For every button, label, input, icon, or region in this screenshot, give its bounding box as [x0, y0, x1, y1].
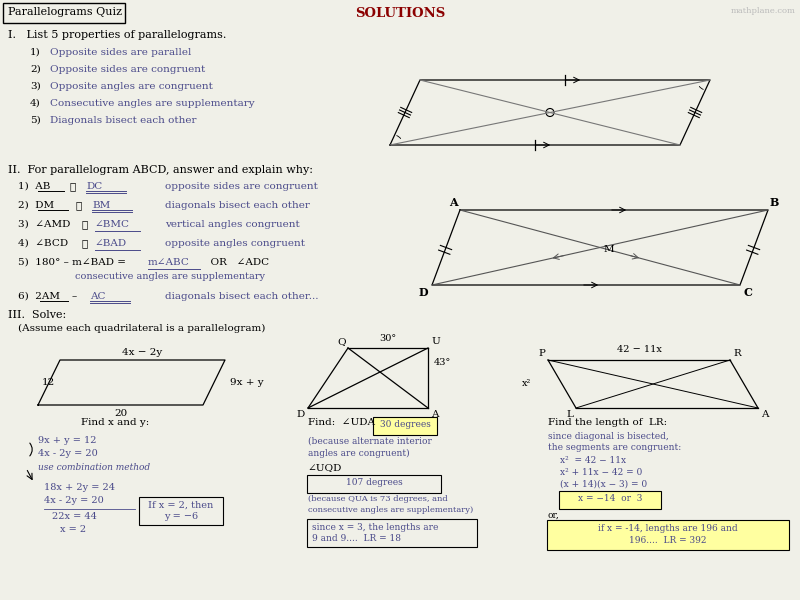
- Text: the segments are congruent:: the segments are congruent:: [548, 443, 682, 452]
- Text: (because QUA is 73 degrees, and: (because QUA is 73 degrees, and: [308, 495, 448, 503]
- Text: use combination method: use combination method: [38, 463, 150, 472]
- Text: D: D: [297, 410, 305, 419]
- Text: 4x - 2y = 20: 4x - 2y = 20: [38, 449, 98, 458]
- Text: consecutive angles are supplementary): consecutive angles are supplementary): [308, 506, 474, 514]
- Text: (Assume each quadrilateral is a parallelogram): (Assume each quadrilateral is a parallel…: [18, 324, 266, 333]
- Text: ∠UQD: ∠UQD: [308, 463, 342, 472]
- Text: x = 2: x = 2: [60, 525, 86, 534]
- Text: 196....  LR = 392: 196.... LR = 392: [630, 536, 706, 545]
- Text: angles are congruent): angles are congruent): [308, 449, 410, 458]
- Text: P: P: [538, 349, 545, 358]
- Text: m∠ABC: m∠ABC: [148, 258, 190, 267]
- Text: Diagonals bisect each other: Diagonals bisect each other: [50, 116, 197, 125]
- Text: 107 degrees: 107 degrees: [346, 478, 402, 487]
- Text: III.  Solve:: III. Solve:: [8, 310, 66, 320]
- Text: y = −6: y = −6: [164, 512, 198, 521]
- Text: SOLUTIONS: SOLUTIONS: [355, 7, 445, 20]
- Text: x² + 11x − 42 = 0: x² + 11x − 42 = 0: [560, 468, 642, 477]
- Text: 6)  2AM: 6) 2AM: [18, 292, 60, 301]
- Text: if x = -14, lengths are 196 and: if x = -14, lengths are 196 and: [598, 524, 738, 533]
- Text: 4x − 2y: 4x − 2y: [122, 348, 162, 357]
- Text: A: A: [761, 410, 769, 419]
- Text: 3): 3): [30, 82, 41, 91]
- Text: C: C: [744, 287, 753, 298]
- Text: 3)  ∠AMD: 3) ∠AMD: [18, 220, 70, 229]
- Text: or,: or,: [548, 511, 560, 520]
- Text: 22x = 44: 22x = 44: [52, 512, 97, 521]
- Text: B: B: [770, 197, 779, 208]
- Text: ≅: ≅: [70, 182, 76, 191]
- Text: AC: AC: [90, 292, 106, 301]
- Text: A: A: [450, 197, 458, 208]
- Text: 5)  180° – m∠BAD =: 5) 180° – m∠BAD =: [18, 258, 126, 267]
- FancyBboxPatch shape: [3, 3, 125, 23]
- Text: If x = 2, then: If x = 2, then: [148, 501, 214, 510]
- Text: since diagonal is bisected,: since diagonal is bisected,: [548, 432, 669, 441]
- Text: (x + 14)(x − 3) = 0: (x + 14)(x − 3) = 0: [560, 480, 647, 489]
- Text: BM: BM: [92, 201, 110, 210]
- Text: diagonals bisect each other...: diagonals bisect each other...: [165, 292, 318, 301]
- Text: R: R: [733, 349, 741, 358]
- Text: I.   List 5 properties of parallelograms.: I. List 5 properties of parallelograms.: [8, 30, 226, 40]
- Text: ≅: ≅: [82, 239, 88, 248]
- Text: x²  = 42 − 11x: x² = 42 − 11x: [560, 456, 626, 465]
- Text: since x = 3, the lengths are: since x = 3, the lengths are: [312, 523, 438, 532]
- Text: 4): 4): [30, 99, 41, 108]
- Text: 42 − 11x: 42 − 11x: [617, 345, 662, 354]
- Text: 30°: 30°: [379, 334, 397, 343]
- FancyBboxPatch shape: [307, 475, 441, 493]
- Text: Find:  ∠UDA: Find: ∠UDA: [308, 418, 375, 427]
- Text: A: A: [431, 410, 438, 419]
- Text: Q: Q: [338, 337, 346, 346]
- Text: ∠BMC: ∠BMC: [95, 220, 130, 229]
- Text: U: U: [431, 337, 440, 346]
- Text: Consecutive angles are supplementary: Consecutive angles are supplementary: [50, 99, 254, 108]
- Text: Find x and y:: Find x and y:: [81, 418, 149, 427]
- Text: II.  For parallelogram ABCD, answer and explain why:: II. For parallelogram ABCD, answer and e…: [8, 165, 313, 175]
- Text: ≅: ≅: [76, 201, 82, 210]
- Text: Find the length of  LR:: Find the length of LR:: [548, 418, 667, 427]
- Text: vertical angles congruent: vertical angles congruent: [165, 220, 300, 229]
- Text: M: M: [604, 245, 614, 254]
- Text: D: D: [418, 287, 428, 298]
- Text: x²: x²: [522, 379, 530, 389]
- Text: 2): 2): [30, 65, 41, 74]
- Text: opposite angles congruent: opposite angles congruent: [165, 239, 305, 248]
- Text: DC: DC: [86, 182, 102, 191]
- Text: 9 and 9....  LR = 18: 9 and 9.... LR = 18: [312, 534, 401, 543]
- Text: mathplane.com: mathplane.com: [731, 7, 796, 15]
- Text: 4)  ∠BCD: 4) ∠BCD: [18, 239, 68, 248]
- Text: Opposite sides are parallel: Opposite sides are parallel: [50, 48, 191, 57]
- Text: 9x + y: 9x + y: [230, 378, 264, 387]
- Text: 43°: 43°: [434, 358, 451, 367]
- Text: Opposite sides are congruent: Opposite sides are congruent: [50, 65, 206, 74]
- Text: opposite sides are congruent: opposite sides are congruent: [165, 182, 318, 191]
- Text: diagonals bisect each other: diagonals bisect each other: [165, 201, 310, 210]
- FancyBboxPatch shape: [373, 417, 437, 435]
- FancyBboxPatch shape: [547, 520, 789, 550]
- FancyBboxPatch shape: [139, 497, 223, 525]
- Text: 1)  AB: 1) AB: [18, 182, 50, 191]
- Text: 12: 12: [42, 378, 55, 387]
- Text: 1): 1): [30, 48, 41, 57]
- Text: 30 degrees: 30 degrees: [379, 420, 430, 429]
- Text: L: L: [566, 410, 573, 419]
- Text: (because alternate interior: (because alternate interior: [308, 437, 432, 446]
- Text: 18x + 2y = 24: 18x + 2y = 24: [44, 483, 115, 492]
- Text: 2)  DM: 2) DM: [18, 201, 54, 210]
- Text: Parallelograms Quiz: Parallelograms Quiz: [8, 7, 122, 17]
- Text: Opposite angles are congruent: Opposite angles are congruent: [50, 82, 213, 91]
- FancyBboxPatch shape: [559, 491, 661, 509]
- FancyBboxPatch shape: [307, 519, 477, 547]
- Text: ∠BAD: ∠BAD: [95, 239, 127, 248]
- Text: 5): 5): [30, 116, 41, 125]
- Text: ≅: ≅: [82, 220, 88, 229]
- Text: 20: 20: [114, 409, 127, 418]
- Text: 4x - 2y = 20: 4x - 2y = 20: [44, 496, 104, 505]
- Text: 9x + y = 12: 9x + y = 12: [38, 436, 97, 445]
- Text: x = −14  or  3: x = −14 or 3: [578, 494, 642, 503]
- Text: OR   ∠ADC: OR ∠ADC: [204, 258, 269, 267]
- Text: consecutive angles are supplementary: consecutive angles are supplementary: [75, 272, 265, 281]
- Text: –: –: [72, 292, 78, 301]
